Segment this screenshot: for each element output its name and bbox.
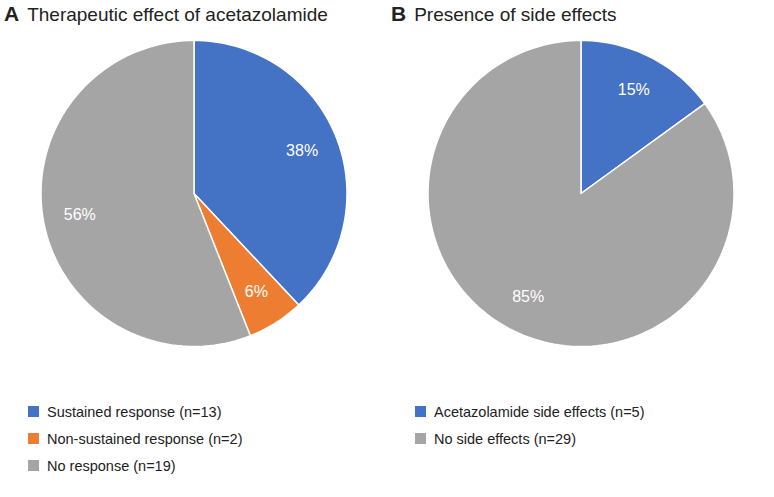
html-text:Non-sustained response (n=2): Non-sustained response (n=2) xyxy=(47,430,243,447)
html-text:Acetazolamide side effects (n=: Acetazolamide side effects (n=5) xyxy=(434,403,645,420)
html-text:B Presence of side effects: B Presence of side effects xyxy=(391,2,617,25)
html-text:No response (n=19): No response (n=19) xyxy=(47,457,176,474)
svg-text:38%: 38% xyxy=(286,142,318,159)
svg-text:6%: 6% xyxy=(245,283,268,300)
html-text:Sustained response (n=13): Sustained response (n=13) xyxy=(47,403,222,420)
svg-text:56%: 56% xyxy=(64,206,96,223)
svg-text:85%: 85% xyxy=(512,288,544,305)
svg-text:15%: 15% xyxy=(618,81,650,98)
html-text:A Therapeutic effect of acetaz: A Therapeutic effect of acetazolamide xyxy=(4,2,328,25)
html-text:No side effects (n=29): No side effects (n=29) xyxy=(434,430,576,447)
